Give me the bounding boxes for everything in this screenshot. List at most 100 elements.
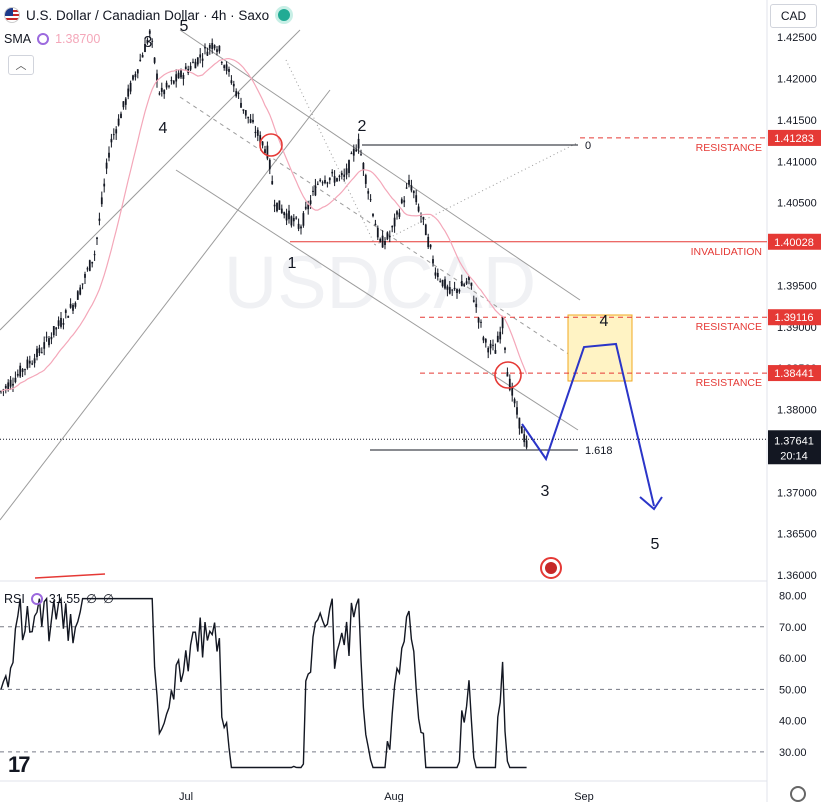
candle-body [391,225,394,228]
candle-body [175,74,178,82]
candle-body [415,195,418,203]
candle-body [324,180,326,184]
candle-body [91,261,94,264]
candle-body [388,235,391,238]
candle-body [367,191,370,194]
collapse-legend-button[interactable]: ︿ [8,55,34,75]
candle-body [352,148,355,156]
candle-body [403,200,406,203]
candle-body [247,116,250,119]
candle-body [316,183,319,185]
tradingview-logo[interactable]: 17 [8,752,31,777]
rsi-tick-label: 80.00 [779,591,807,603]
candle-body [468,276,470,281]
currency-selector[interactable]: CAD [770,4,817,28]
candle-body [244,110,247,116]
wave-label: 4 [600,313,609,330]
candle-body [261,141,264,146]
candle-body [96,237,98,240]
rsi-settings-icon[interactable] [30,592,43,605]
candle-body [134,74,137,78]
candle-body [292,217,295,222]
channel-line [0,29,301,331]
candle-body [453,287,456,289]
candle-body [381,235,384,248]
currency-label: CAD [780,9,807,23]
candlesticks [0,29,528,450]
event-flag-icon[interactable] [540,557,562,579]
rsi-name: RSI [4,591,25,606]
candle-body [460,281,463,287]
candle-body [307,204,310,210]
candle-body [24,369,26,371]
candle-body [312,190,314,192]
candle-body [259,135,262,144]
candle-body [33,358,36,364]
candle-body [117,118,120,126]
candle-body [148,30,151,34]
price-tick-label: 1.41500 [777,115,817,127]
candle-body [211,42,214,49]
indicator-settings-icon[interactable] [37,33,50,45]
candle-body [163,90,166,95]
candle-body [499,331,502,340]
candle-body [122,101,125,108]
candle-body [408,179,410,185]
time-tick-label: Aug [384,791,404,802]
candle-body [379,238,382,242]
level-price-tag-text: 1.39116 [775,312,814,324]
candle-body [105,162,108,169]
candle-body [494,350,497,354]
candle-body [76,291,79,300]
candle-body [132,75,134,80]
candle-body [508,378,511,390]
candle-body [12,383,14,386]
candle-body [52,326,55,336]
candle-body [14,377,17,383]
candle-body [405,187,408,189]
candle-body [393,217,396,227]
candle-body [28,360,31,364]
candle-body [189,65,192,70]
sma-legend[interactable]: SMA 1.38700 [4,32,100,46]
rsi-tick-label: 30.00 [779,747,807,759]
candle-body [235,91,238,97]
candle-body [328,177,331,181]
fib-label-0: 0 [585,140,591,152]
wave-label: 5 [180,18,189,35]
sma-line [0,57,528,392]
candle-body [422,216,425,220]
candle-body [213,45,216,49]
candle-body [144,44,146,52]
candle-body [480,321,482,323]
candle-body [9,379,12,387]
level-price-tag [768,233,821,250]
candle-body [64,310,67,313]
candle-body [523,434,526,443]
projection-arrowhead [639,496,663,511]
candle-body [271,181,274,185]
candle-body [314,185,317,196]
candle-body [487,348,490,353]
gear-icon[interactable] [790,786,806,802]
candle-body [302,213,305,226]
rsi-tick-label: 60.00 [779,653,807,665]
candle-body [501,317,504,329]
candle-body [427,236,430,248]
symbol-title[interactable]: U.S. Dollar / Canadian Dollar · 4h · Sax… [26,7,270,23]
price-tick-label: 1.42000 [777,74,817,86]
candle-body [496,335,499,343]
candle-body [338,175,341,177]
candle-body [429,244,432,248]
rsi-legend[interactable]: RSI 31.55 ∅ ∅ [4,591,114,607]
rsi-line [0,596,527,769]
candle-body [412,190,415,194]
candle-body [16,373,19,376]
candle-body [153,57,156,63]
candle-body [280,208,283,214]
price-tick-label: 1.36000 [777,570,817,582]
candle-body [448,287,451,294]
candle-body [420,215,422,217]
chart-header: U.S. Dollar / Canadian Dollar · 4h · Sax… [4,6,294,24]
